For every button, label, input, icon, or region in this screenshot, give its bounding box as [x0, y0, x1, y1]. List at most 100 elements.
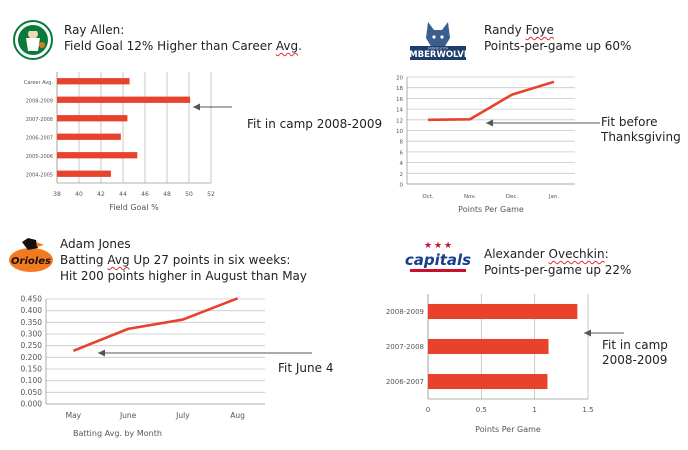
ray-allen-chart: 38 40 42 44 46 48 50 52 Career Avg. 2008-2009 2007… [24, 72, 232, 212]
ovechkin-chart: 0 0.5 1 1.5 2008-2009 2007-2008 2006-2007 Point… [386, 294, 624, 434]
randy-foye-title: Randy Foye Points-per-game up 60% [484, 22, 631, 54]
ray-allen-title: Ray Allen: Field Goal 12% Higher than Ca… [64, 22, 302, 54]
category-label: 2008-2009 [26, 98, 53, 104]
x-tick-label: 1.5 [582, 406, 593, 414]
category-label: Oct. [422, 194, 434, 200]
x-tick-label: 42 [97, 191, 105, 198]
adam-jones-title: Adam Jones Batting Avg Up 27 points in s… [60, 236, 307, 284]
bar [57, 78, 130, 85]
spellcheck-word: Avg [275, 39, 299, 53]
x-tick-label: 0 [426, 406, 430, 414]
annotation-line-2: Thanksgiving [601, 130, 681, 144]
bar [57, 133, 121, 140]
annotation-line-2: 2008-2009 [602, 353, 668, 367]
spellcheck-word: Foye [525, 23, 554, 37]
category-label: 2005-2006 [26, 154, 53, 160]
randy-foye-arrow-head [486, 119, 493, 127]
ovechkin-title: Alexander Ovechkin: Points-per-game up 2… [484, 246, 631, 278]
x-axis-label: Points Per Game [475, 425, 541, 434]
category-label: 2006-2007 [26, 135, 53, 141]
title-line-2: Points-per-game up 60% [484, 39, 632, 53]
adam-jones-arrow-head [98, 349, 105, 357]
y-tick-label: 0.200 [21, 353, 43, 362]
y-tick-label: 0.250 [21, 341, 43, 350]
title-line-1: Ray Allen: [64, 23, 125, 37]
category-label: 2004-2005 [26, 172, 53, 178]
y-tick-label: 10 [396, 129, 403, 135]
orioles-logo: Orioles [9, 238, 53, 272]
category-label: Dec. [506, 194, 519, 200]
title-line-1: Adam Jones [60, 237, 131, 251]
category-label: 2008-2009 [386, 308, 424, 316]
ovechkin-arrow-head [584, 329, 591, 337]
bar [428, 303, 578, 320]
y-tick-label: 0.000 [21, 400, 43, 409]
timberwolves-logo-subtext: MINNESOTA [428, 47, 449, 51]
y-tick-label: 20 [396, 76, 403, 82]
annotation-line-1: Fit in camp [602, 338, 668, 352]
adam-jones-annotation: Fit June 4 [278, 361, 334, 375]
title-line-2: Points-per-game up 22% [484, 263, 632, 277]
randy-foye-chart: 0 2 4 6 8 10 12 14 16 18 20 Oct. Nov. Dec. Jan. Points … [396, 76, 600, 214]
randy-foye-annotation: Fit before Thanksgiving [601, 115, 681, 145]
y-tick-label: 2 [400, 172, 404, 178]
svg-text:★: ★ [434, 241, 442, 251]
y-tick-label: 0 [400, 183, 404, 189]
bar [428, 373, 548, 390]
orioles-logo-text: Orioles [11, 256, 51, 267]
y-tick-label: 0.300 [21, 330, 43, 339]
category-label: July [175, 411, 190, 420]
y-tick-label: 0.350 [21, 318, 43, 327]
y-tick-label: 0.100 [21, 376, 43, 385]
category-label: Career Avg. [24, 80, 54, 86]
title-line-2: Batting Avg Up 27 points in six weeks: [60, 253, 291, 267]
x-tick-label: 0.5 [476, 406, 487, 414]
ray-allen-annotation: Fit in camp 2008-2009 [247, 117, 383, 131]
y-tick-label: 6 [400, 150, 404, 156]
title-line-3: Hit 200 points higher in August than May [60, 269, 308, 283]
x-axis-label: Batting Avg. by Month [73, 429, 162, 438]
timberwolves-logo-text: TIMBERWOLVES [406, 50, 470, 60]
bar [428, 338, 549, 355]
x-tick-label: 1 [532, 406, 536, 414]
y-tick-label: 12 [396, 118, 403, 124]
spellcheck-word: Ovechkin [548, 247, 605, 261]
x-tick-label: 44 [119, 191, 127, 198]
bar [57, 170, 111, 177]
category-label: June [119, 411, 137, 420]
y-tick-label: 8 [400, 140, 404, 146]
svg-text:★: ★ [424, 241, 432, 251]
y-tick-label: 4 [400, 161, 404, 167]
x-tick-label: 50 [185, 191, 193, 198]
x-tick-label: 40 [75, 191, 83, 198]
category-label: 2007-2008 [386, 343, 424, 351]
adam-jones-chart: 0.000 0.050 0.100 0.150 0.200 0.250 0.300 0.350… [21, 295, 312, 438]
title-line-1: Randy Foye [484, 23, 554, 37]
y-tick-label: 0.450 [21, 295, 43, 304]
capitals-logo-text: capitals [405, 251, 471, 269]
y-tick-label: 0.050 [21, 388, 43, 397]
category-label: Aug [230, 411, 245, 420]
category-label: 2007-2008 [26, 117, 53, 123]
x-tick-label: 38 [53, 191, 61, 198]
y-tick-label: 0.400 [21, 306, 43, 315]
title-line-2: Field Goal 12% Higher than Career Avg. [64, 39, 302, 53]
data-line [72, 297, 239, 353]
data-line [427, 80, 555, 122]
ovechkin-annotation: Fit in camp 2008-2009 [602, 338, 668, 368]
timberwolves-logo: TIMBERWOLVES MINNESOTA [406, 22, 470, 60]
spellcheck-word: Avg [107, 253, 130, 267]
svg-text:★: ★ [444, 241, 452, 251]
y-tick-label: 14 [396, 108, 403, 114]
y-tick-label: 18 [396, 86, 403, 92]
bar [57, 96, 191, 103]
x-tick-label: 46 [141, 191, 149, 198]
y-tick-label: 0.150 [21, 365, 43, 374]
x-axis-label: Field Goal % [109, 203, 159, 212]
x-tick-label: 52 [207, 191, 215, 198]
category-label: May [66, 411, 82, 420]
annotation-line-1: Fit before [601, 115, 658, 129]
category-label: 2006-2007 [386, 378, 424, 386]
bar [57, 115, 128, 122]
title-line-1: Alexander Ovechkin: [484, 247, 609, 261]
